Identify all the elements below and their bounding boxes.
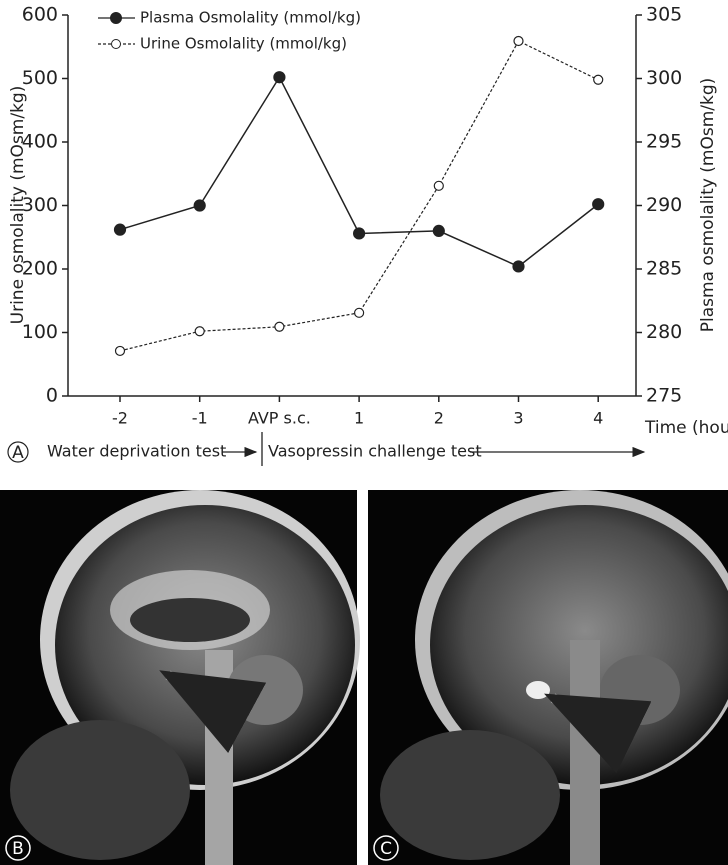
data-point [513,35,524,47]
panel-badge [7,441,29,463]
panel-label: B [12,839,24,859]
mri-b: B [0,490,360,865]
x-tick-label: AVP s.c. [248,409,311,428]
data-point [432,224,445,237]
y-tick-label: 400 [22,131,58,153]
legend-marker [110,12,122,24]
data-point [194,326,205,337]
data-point [592,198,605,211]
x-tick-label: -1 [192,409,208,428]
y2-tick-label: 305 [646,4,682,26]
x-tick-label: 2 [434,409,444,428]
data-point [433,180,444,191]
x-axis-label: Time (hours) [644,418,728,438]
panel-label: C [380,839,392,859]
data-point [353,227,366,240]
y2-tick-label: 300 [646,67,682,89]
data-point [274,321,285,332]
data-point [193,199,206,212]
x-tick-label: -2 [112,409,128,428]
x-tick-label: 4 [593,409,603,428]
legend-marker [111,39,121,49]
y-tick-label: 300 [22,194,58,216]
y-tick-label: 200 [22,258,58,280]
y2-axis-label: Plasma osmolality (mOsm/kg) [698,78,718,333]
mri-c: C [368,490,728,865]
panel-label: A [12,443,24,463]
y2-tick-label: 275 [646,385,682,407]
y-tick-label: 100 [22,321,58,343]
data-point [593,74,604,85]
x-tick-label: 1 [354,409,364,428]
x-tick-label: 3 [513,409,523,428]
y-axis-label: Urine osmolality (mOsm/kg) [8,86,28,325]
y2-tick-label: 280 [646,321,682,343]
legend-label: Plasma Osmolality (mmol/kg) [140,9,361,27]
data-point [354,307,365,318]
y2-tick-label: 295 [646,131,682,153]
annotation: Water deprivation test [47,442,226,461]
legend-label: Urine Osmolality (mmol/kg) [140,35,347,53]
series-line [119,40,599,352]
data-point [113,223,127,236]
y-tick-label: 600 [22,4,58,26]
y-tick-label: 500 [22,67,58,89]
data-point [512,260,525,273]
y-tick-label: 0 [46,385,58,407]
annotation: Vasopressin challenge test [268,442,482,461]
data-point [114,345,126,357]
y2-tick-label: 290 [646,194,682,216]
y2-tick-label: 285 [646,258,682,280]
data-point [273,71,286,84]
